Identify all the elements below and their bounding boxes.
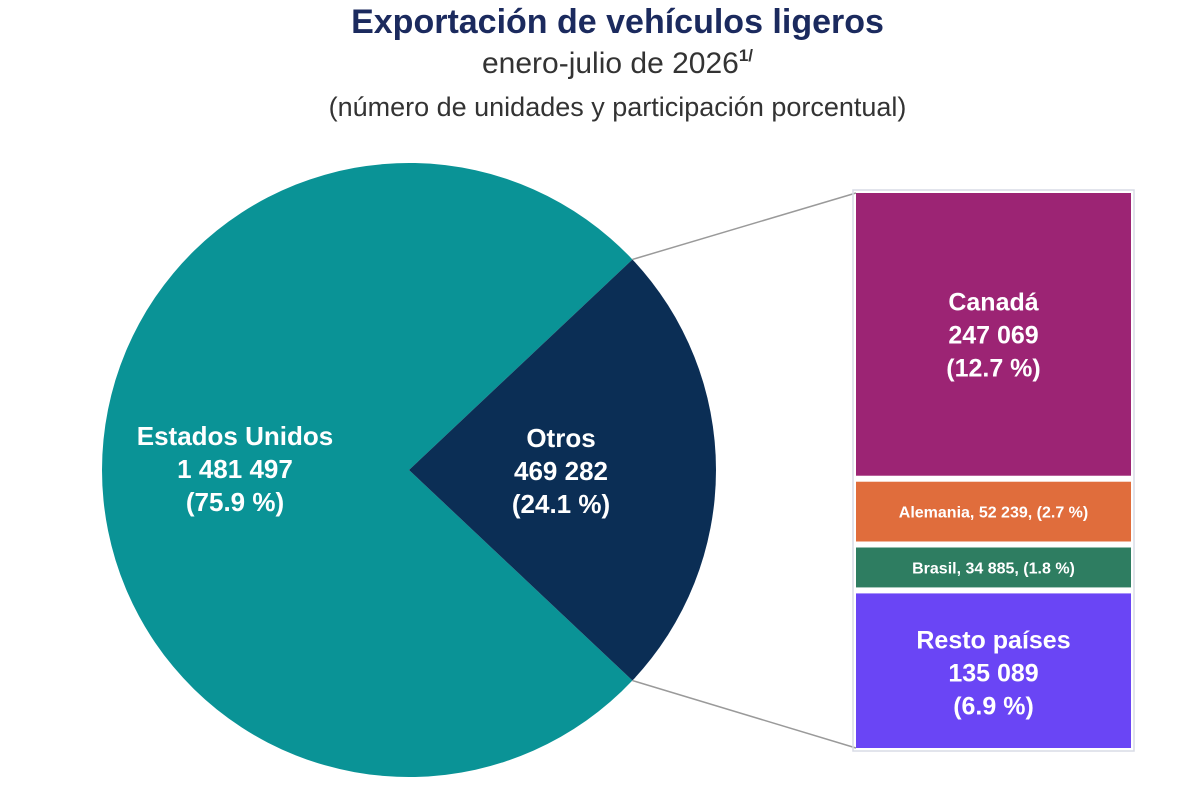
label-canada-name: Canadá bbox=[948, 288, 1038, 316]
chart-title: Exportación de vehículos ligeros bbox=[351, 3, 884, 41]
label-otros-pct: (24.1 %) bbox=[512, 489, 610, 519]
chart-subtitle: enero-julio de 20261/ bbox=[0, 44, 1200, 84]
bar-segment-alemania bbox=[856, 481, 1131, 542]
label-canada-pct: (12.7 %) bbox=[946, 354, 1040, 382]
bar-frame bbox=[852, 189, 1135, 752]
label-otros-value: 469 282 bbox=[514, 456, 608, 486]
label-canada-value: 247 069 bbox=[948, 321, 1038, 349]
label-resto-paises-pct: (6.9 %) bbox=[953, 693, 1034, 721]
label-resto-paises-value: 135 089 bbox=[948, 660, 1038, 688]
label-alemania: Alemania, 52 239, (2.7 %) bbox=[899, 505, 1088, 522]
subtitle-footnote: 1/ bbox=[738, 46, 754, 65]
label-estados-unidos-value: 1 481 497 bbox=[177, 454, 293, 484]
subtitle-text: enero-julio de 2026 bbox=[481, 47, 739, 80]
label-estados-unidos-name: Estados Unidos bbox=[137, 421, 333, 451]
chart-units-note: (número de unidades y participación porc… bbox=[328, 92, 907, 122]
bar-segment-canada bbox=[856, 193, 1131, 476]
pie-slice-estados-unidos bbox=[101, 162, 633, 777]
connector-line-bottom bbox=[632, 679, 857, 749]
label-estados-unidos-pct: (75.9 %) bbox=[186, 487, 284, 517]
bar-segment-brasil bbox=[856, 547, 1131, 588]
label-brasil: Brasil, 34 885, (1.8 %) bbox=[912, 560, 1075, 577]
connector-line-top bbox=[632, 192, 857, 261]
label-otros-name: Otros bbox=[526, 423, 595, 453]
bar-segment-resto-paises bbox=[856, 593, 1131, 748]
pie-slice-otros bbox=[409, 259, 716, 681]
label-resto-paises-name: Resto países bbox=[916, 627, 1070, 655]
